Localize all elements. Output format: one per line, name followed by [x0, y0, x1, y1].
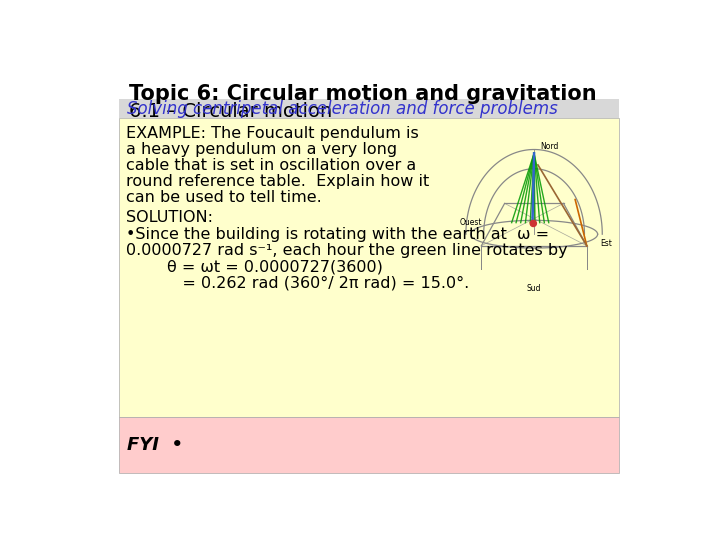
Text: Nord: Nord: [540, 142, 559, 151]
Text: Sud: Sud: [527, 284, 541, 293]
Text: •Since the building is rotating with the earth at  ω =: •Since the building is rotating with the…: [126, 227, 549, 242]
Text: SOLUTION:: SOLUTION:: [126, 210, 212, 225]
Text: 6.1 – Circular motion: 6.1 – Circular motion: [129, 102, 332, 121]
Text: θ = ωt = 0.0000727(3600): θ = ωt = 0.0000727(3600): [126, 260, 382, 275]
FancyBboxPatch shape: [120, 417, 619, 473]
Text: Topic 6: Circular motion and gravitation: Topic 6: Circular motion and gravitation: [129, 84, 596, 104]
Text: Ouest: Ouest: [459, 218, 482, 227]
Text: Solving centripetal acceleration and force problems: Solving centripetal acceleration and for…: [127, 100, 558, 118]
Text: Est: Est: [600, 239, 613, 248]
FancyBboxPatch shape: [120, 99, 619, 118]
Text: FYI  •: FYI •: [127, 436, 183, 454]
Text: a heavy pendulum on a very long: a heavy pendulum on a very long: [126, 142, 397, 157]
Text: round reference table.  Explain how it: round reference table. Explain how it: [126, 174, 429, 189]
Text: EXAMPLE: The Foucault pendulum is: EXAMPLE: The Foucault pendulum is: [126, 126, 418, 140]
Text: = 0.262 rad (360°/ 2π rad) = 15.0°.: = 0.262 rad (360°/ 2π rad) = 15.0°.: [126, 276, 469, 291]
Text: can be used to tell time.: can be used to tell time.: [126, 190, 321, 205]
Circle shape: [530, 220, 536, 226]
FancyBboxPatch shape: [120, 118, 619, 417]
Text: 0.0000727 rad s⁻¹, each hour the green line rotates by: 0.0000727 rad s⁻¹, each hour the green l…: [126, 244, 567, 259]
Text: cable that is set in oscillation over a: cable that is set in oscillation over a: [126, 158, 416, 173]
